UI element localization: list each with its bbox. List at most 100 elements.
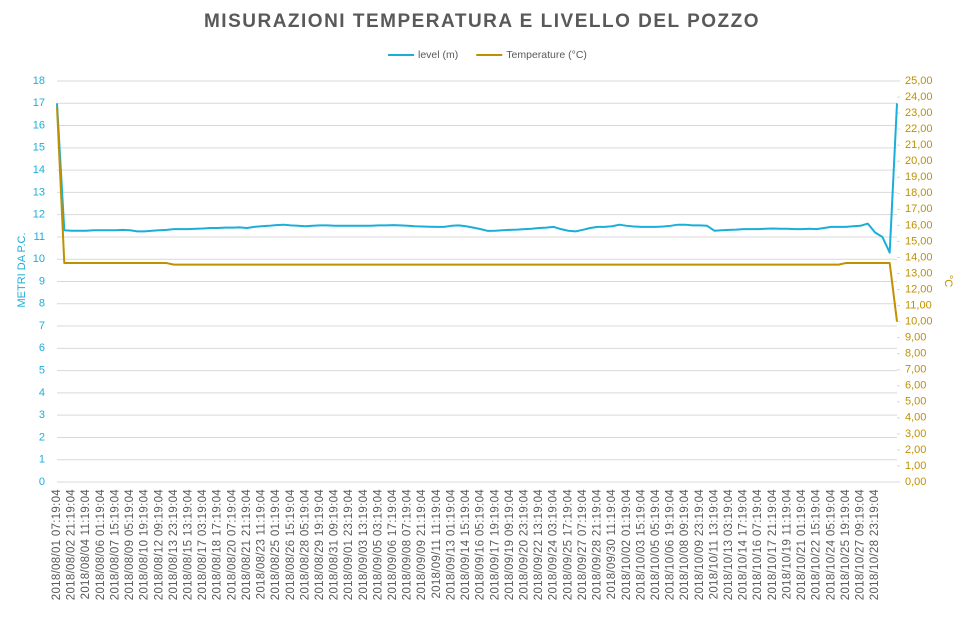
- x-tick-label: 2018/08/18 17:19:04: [212, 489, 224, 601]
- y2-tick-label: 21,00: [905, 139, 933, 151]
- y-axis-title: METRI DA P.C.: [16, 233, 28, 308]
- x-tick-label: 2018/09/09 21:19:04: [416, 489, 428, 601]
- x-tick-label: 2018/09/30 11:19:04: [606, 489, 618, 600]
- x-tick-label: 2018/10/28 23:19:04: [869, 489, 881, 601]
- x-tick-label: 2018/08/12 09:19:04: [153, 489, 165, 601]
- y2-tick-label: 19,00: [905, 171, 933, 183]
- y2-tick-label: 9,00: [905, 332, 926, 344]
- y-tick-label: 11: [34, 231, 45, 243]
- x-tick-label: 2018/09/22 13:19:04: [533, 489, 545, 601]
- y-tick-label: 18: [33, 75, 45, 87]
- y-tick-label: 8: [39, 298, 45, 310]
- y-tick-label: 14: [33, 164, 45, 176]
- x-tick-label: 2018/09/05 03:19:04: [372, 489, 384, 601]
- x-tick-label: 2018/10/11 13:19:04: [708, 489, 720, 600]
- y-tick-label: 9: [39, 275, 45, 287]
- x-tick-label: 2018/09/17 19:19:04: [489, 489, 501, 601]
- y2-tick-label: 22,00: [905, 123, 933, 135]
- y-tick-label: 16: [33, 119, 45, 131]
- y2-tick-label: 8,00: [905, 348, 926, 360]
- x-tick-label: 2018/10/06 19:19:04: [665, 489, 677, 601]
- y-tick-label: 10: [33, 253, 45, 265]
- x-tick-label: 2018/09/20 23:19:04: [519, 489, 531, 601]
- x-tick-label: 2018/08/10 19:19:04: [139, 489, 151, 601]
- y-tick-label: 7: [39, 320, 45, 332]
- x-tick-label: 2018/08/26 15:19:04: [285, 489, 297, 601]
- x-tick-label: 2018/08/29 19:19:04: [314, 489, 326, 601]
- y-tick-label: 13: [33, 186, 45, 198]
- chart-title: MISURAZIONI TEMPERATURA E LIVELLO DEL PO…: [204, 11, 760, 32]
- x-tick-label: 2018/09/24 03:19:04: [548, 489, 560, 601]
- x-tick-label: 2018/08/31 09:19:04: [329, 489, 341, 601]
- y2-tick-label: 13,00: [905, 267, 933, 279]
- x-tick-label: 2018/08/28 05:19:04: [299, 489, 311, 601]
- y-tick-label: 0: [39, 476, 45, 488]
- y2-tick-label: 10,00: [905, 316, 933, 328]
- x-tick-label: 2018/10/05 05:19:04: [650, 489, 662, 601]
- y2-tick-label: 1,00: [905, 460, 926, 472]
- data-line: [56, 103, 898, 254]
- x-tick-label: 2018/09/19 09:19:04: [504, 489, 516, 601]
- x-tick-label: 2018/08/20 07:19:04: [226, 489, 238, 601]
- y2-tick-label: 0,00: [905, 476, 926, 488]
- y2-tick-label: 20,00: [905, 155, 933, 167]
- y2-tick-label: 23,00: [905, 107, 933, 119]
- y2-tick-label: 12,00: [905, 283, 933, 295]
- y2-tick-label: 4,00: [905, 412, 926, 424]
- x-tick-label: 2018/08/07 15:19:04: [109, 489, 121, 601]
- x-tick-label: 2018/09/13 01:19:04: [445, 489, 457, 601]
- x-tick-label: 2018/09/25 17:19:04: [562, 489, 574, 601]
- x-tick-label: 2018/08/13 23:19:04: [168, 489, 180, 601]
- x-tick-label: 2018/08/23 11:19:04: [256, 489, 268, 600]
- y2-tick-label: 6,00: [905, 380, 926, 392]
- legend-label: Temperature (°C): [506, 49, 587, 61]
- x-tick-label: 2018/10/09 23:19:04: [694, 489, 706, 601]
- x-tick-label: 2018/10/21 01:19:04: [796, 489, 808, 601]
- y2-tick-label: 5,00: [905, 396, 926, 408]
- y-tick-label: 1: [39, 454, 45, 466]
- x-tick-label: 2018/08/25 01:19:04: [270, 489, 282, 601]
- x-tick-label: 2018/10/13 03:19:04: [723, 489, 735, 601]
- x-tick-label: 2018/09/03 13:19:04: [358, 489, 370, 601]
- y-tick-label: 17: [33, 97, 45, 109]
- y2-axis-title: °C: [942, 275, 954, 287]
- x-tick-label: 2018/09/11 11:19:04: [431, 489, 443, 599]
- x-tick-label: 2018/08/09 05:19:04: [124, 489, 136, 601]
- x-tick-label: 2018/08/04 11:19:04: [80, 489, 92, 600]
- y-tick-label: 4: [39, 387, 45, 399]
- y2-tick-label: 25,00: [905, 75, 933, 87]
- x-tick-label: 2018/10/17 21:19:04: [767, 489, 779, 601]
- x-tick-label: 2018/10/02 01:19:04: [621, 489, 633, 601]
- y-tick-label: 12: [33, 209, 45, 221]
- x-tick-label: 2018/09/16 05:19:04: [475, 489, 487, 601]
- x-tick-label: 2018/09/01 23:19:04: [343, 489, 355, 601]
- x-tick-label: 2018/10/24 05:19:04: [825, 489, 837, 601]
- x-tick-label: 2018/10/22 15:19:04: [811, 489, 823, 601]
- x-tick-label: 2018/10/14 17:19:04: [738, 489, 750, 601]
- x-tick-label: 2018/09/27 07:19:04: [577, 489, 589, 601]
- x-tick-label: 2018/08/15 13:19:04: [183, 489, 195, 601]
- y2-tick-label: 11,00: [905, 299, 932, 311]
- y2-tick-label: 3,00: [905, 428, 926, 440]
- x-tick-label: 2018/08/01 07:19:04: [51, 489, 63, 601]
- x-tick-label: 2018/10/19 11:19:04: [781, 489, 793, 600]
- y-tick-label: 3: [39, 409, 45, 421]
- x-tick-label: 2018/09/08 07:19:04: [402, 489, 414, 601]
- x-tick-label: 2018/08/02 21:19:04: [66, 489, 78, 601]
- x-tick-label: 2018/10/25 19:19:04: [840, 489, 852, 601]
- data-line: [56, 106, 898, 322]
- y-tick-label: 2: [39, 431, 45, 443]
- x-tick-label: 2018/10/16 07:19:04: [752, 489, 764, 601]
- y2-tick-label: 2,00: [905, 444, 926, 456]
- y-tick-label: 15: [33, 142, 45, 154]
- x-tick-label: 2018/10/03 15:19:04: [635, 489, 647, 601]
- x-tick-label: 2018/09/14 15:19:04: [460, 489, 472, 601]
- y2-tick-label: 7,00: [905, 364, 926, 376]
- y2-tick-label: 24,00: [905, 91, 933, 103]
- x-tick-label: 2018/08/17 03:19:04: [197, 489, 209, 601]
- y2-tick-label: 14,00: [905, 251, 933, 263]
- x-tick-label: 2018/10/27 09:19:04: [855, 489, 867, 601]
- y-tick-label: 5: [39, 365, 45, 377]
- x-tick-label: 2018/09/06 17:19:04: [387, 489, 399, 601]
